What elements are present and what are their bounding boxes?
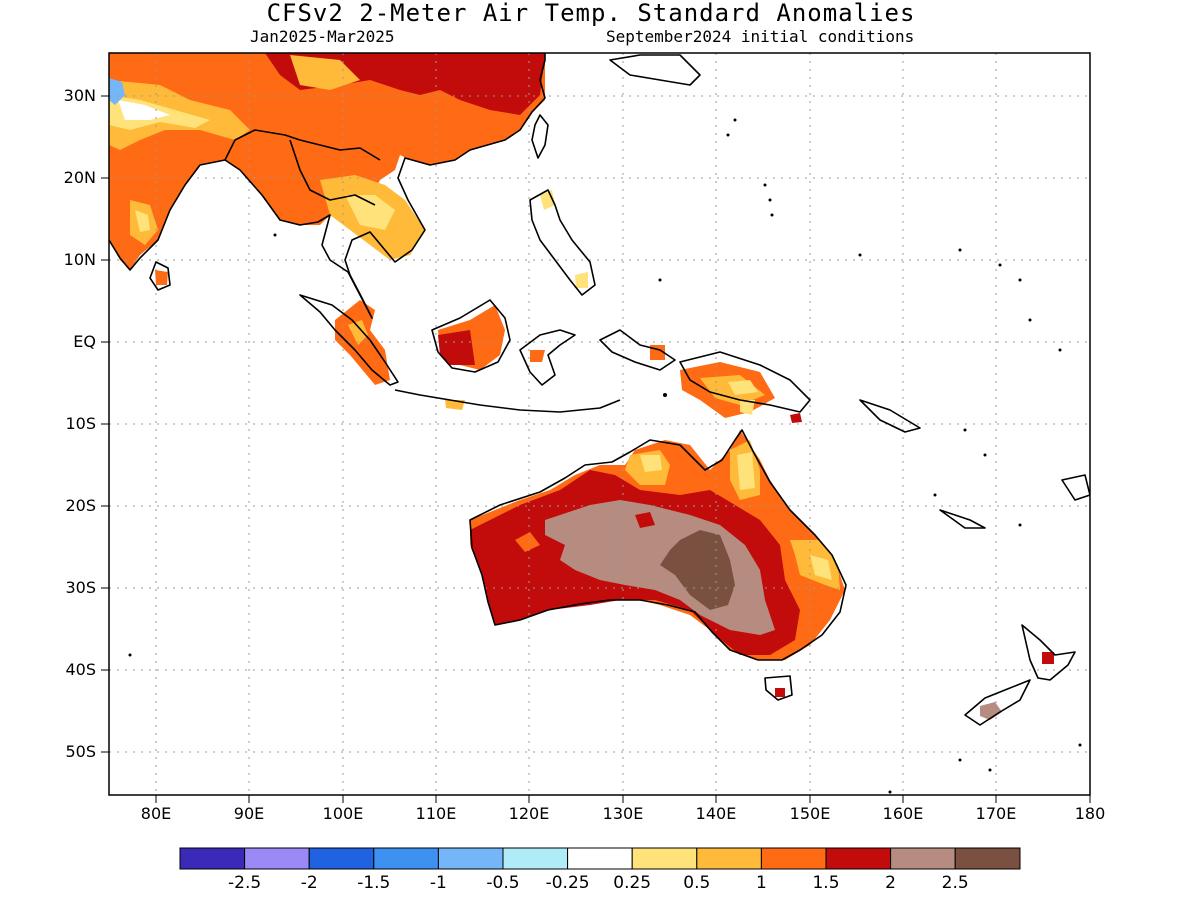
lat-label-20s: 20S [65,496,96,515]
colorbar-label: 2 [885,873,896,893]
colorbar-swatch [244,847,310,870]
colorbar-swatch [890,847,956,870]
colorbar-label: -2.5 [228,873,262,893]
colorbar-label: -1 [429,873,447,893]
lat-label-10n: 10N [63,250,96,269]
new-zealand-anomaly-field [980,652,1054,720]
lon-label-120e: 120E [508,804,550,823]
map-grid [109,53,1090,795]
colorbar-label: 1 [755,873,767,893]
lon-label-110e: 110E [415,804,457,823]
lon-label-140e: 140E [695,804,737,823]
colorbar-swatch [696,847,762,870]
lon-label-80e: 80E [140,804,172,823]
colorbar-label: -2 [300,873,318,893]
maritime-anomaly-field [335,190,802,423]
lat-label-30n: 30N [63,86,96,105]
colorbar-label: -0.25 [545,873,590,893]
colorbar-label: 0.25 [613,873,652,893]
colorbar-label: 2.5 [941,873,969,893]
colorbar-swatch [954,847,1021,870]
asia-anomaly-field [109,53,545,285]
colorbar-swatch [631,847,698,870]
lat-label-40s: 40S [65,660,96,679]
lat-label-20n: 20N [63,168,96,187]
colorbar-label: 1.5 [812,873,840,893]
lat-label-eq: EQ [73,332,96,351]
forecast-period: Jan2025-Mar2025 [250,27,395,46]
lat-label-10s: 10S [65,414,96,433]
map-title: CFSv2 2-Meter Air Temp. Standard Anomali… [266,0,916,27]
lon-label-90e: 90E [233,804,265,823]
lon-label-100e: 100E [322,804,364,823]
lon-label-150e: 150E [789,804,831,823]
colorbar-label: 0.5 [683,873,711,893]
lon-label-180: 180 [1074,804,1106,823]
colorbar-swatch [825,847,892,870]
lon-label-170e: 170E [975,804,1017,823]
colorbar-swatch [308,847,375,870]
colorbar-label: -0.5 [486,873,520,893]
colorbar [179,847,1021,870]
initial-conditions: September2024 initial conditions [606,27,915,46]
lon-label-160e: 160E [882,804,924,823]
colorbar-swatch [179,847,246,870]
axis-ticks [101,95,1091,803]
colorbar-swatch [437,847,504,870]
lat-label-50s: 50S [65,742,96,761]
islands [128,118,1082,794]
colorbar-swatch [502,847,569,870]
coastlines [109,53,1090,726]
colorbar-label: -1.5 [357,873,391,893]
lon-label-130e: 130E [602,804,644,823]
colorbar-swatch [760,847,827,870]
colorbar-swatch [567,847,633,870]
lat-label-30s: 30S [65,578,96,597]
colorbar-swatch [373,847,439,870]
